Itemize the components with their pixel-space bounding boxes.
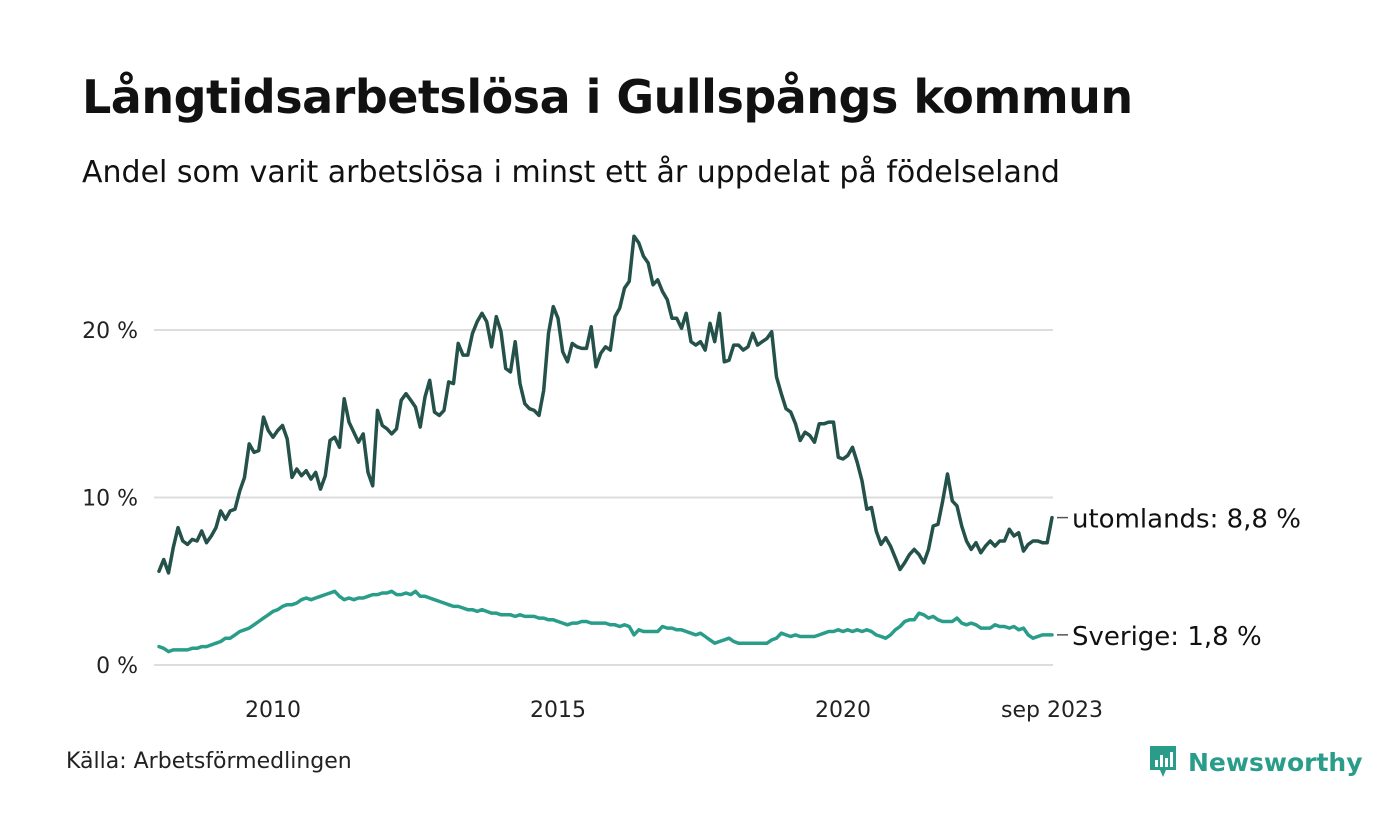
y-tick-label: 0 %	[96, 654, 138, 679]
end-label-sverige: Sverige: 1,8 %	[1072, 622, 1262, 652]
x-tick-label: sep 2023	[1001, 698, 1103, 723]
series-line-sverige	[157, 589, 1054, 654]
newsworthy-logo-icon	[1150, 746, 1176, 777]
x-tick-label: 2020	[815, 698, 871, 723]
series-line-utomlands	[157, 234, 1054, 575]
y-tick-label: 20 %	[82, 319, 138, 344]
chart-subtitle: Andel som varit arbetslösa i minst ett å…	[82, 155, 1060, 190]
y-tick-label: 10 %	[82, 487, 138, 512]
x-tick-label: 2015	[530, 698, 586, 723]
x-tick-label: 2010	[245, 698, 301, 723]
source-note: Källa: Arbetsförmedlingen	[66, 749, 352, 774]
newsworthy-logo: Newsworthy	[1148, 744, 1363, 780]
brand-name: Newsworthy	[1188, 747, 1363, 777]
chart-title: Långtidsarbetslösa i Gullspångs kommun	[82, 70, 1133, 124]
end-label-utomlands: utomlands: 8,8 %	[1072, 505, 1301, 535]
